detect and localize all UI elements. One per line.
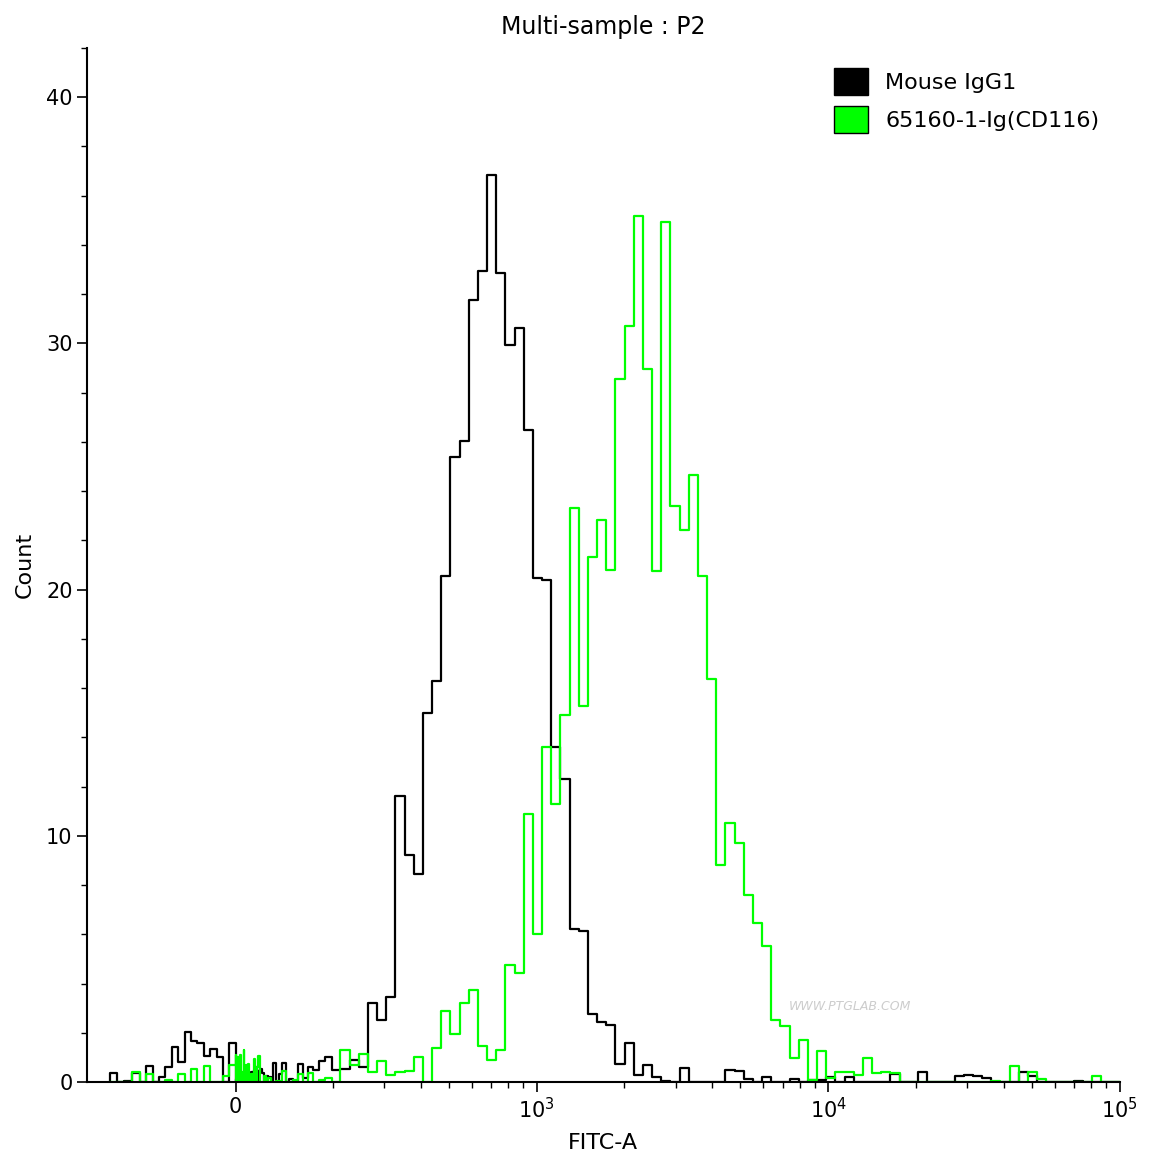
65160-1-Ig(CD116) <box>239 1058 253 1072</box>
65160-1-Ig(CD116) <box>627 209 641 223</box>
65160-1-Ig(CD116) <box>1030 1065 1043 1079</box>
Mouse IgG1 <box>480 168 493 182</box>
Text: WWW.PTGLAB.COM: WWW.PTGLAB.COM <box>790 1000 912 1013</box>
X-axis label: FITC-A: FITC-A <box>568 1133 639 1153</box>
Title: Multi-sample : P2: Multi-sample : P2 <box>502 15 706 39</box>
Mouse IgG1 <box>229 1075 243 1089</box>
65160-1-Ig(CD116) <box>234 1066 248 1080</box>
Mouse IgG1 <box>234 1075 248 1089</box>
Legend: Mouse IgG1, 65160-1-Ig(CD116): Mouse IgG1, 65160-1-Ig(CD116) <box>826 60 1108 142</box>
Mouse IgG1 <box>104 1075 118 1089</box>
Mouse IgG1 <box>239 1065 253 1079</box>
Mouse IgG1 <box>238 1072 251 1086</box>
65160-1-Ig(CD116) <box>104 1075 118 1089</box>
65160-1-Ig(CD116) <box>238 1043 251 1057</box>
65160-1-Ig(CD116) <box>229 1048 243 1062</box>
65160-1-Ig(CD116) <box>1113 1075 1126 1089</box>
65160-1-Ig(CD116) <box>262 1071 276 1085</box>
Line: Mouse IgG1: Mouse IgG1 <box>111 175 1120 1082</box>
Mouse IgG1 <box>1030 1069 1043 1083</box>
Line: 65160-1-Ig(CD116): 65160-1-Ig(CD116) <box>111 216 1120 1082</box>
Mouse IgG1 <box>1113 1075 1126 1089</box>
Y-axis label: Count: Count <box>15 531 35 598</box>
Mouse IgG1 <box>262 1070 276 1084</box>
